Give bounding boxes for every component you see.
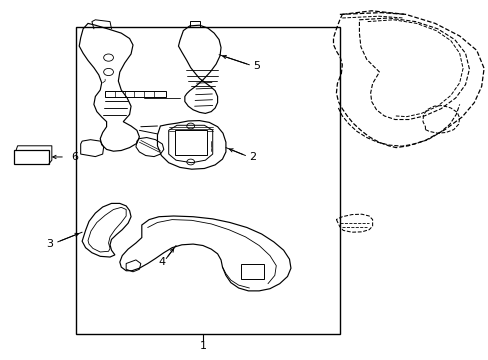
Bar bbox=[76, 27, 339, 334]
Text: 2: 2 bbox=[249, 152, 256, 162]
Text: 3: 3 bbox=[46, 239, 53, 249]
Text: 1: 1 bbox=[199, 341, 206, 351]
Bar bbox=[240, 264, 264, 279]
Text: 6: 6 bbox=[71, 152, 78, 162]
Text: 5: 5 bbox=[253, 61, 260, 71]
Bar bbox=[175, 130, 206, 155]
Text: 4: 4 bbox=[159, 257, 165, 267]
